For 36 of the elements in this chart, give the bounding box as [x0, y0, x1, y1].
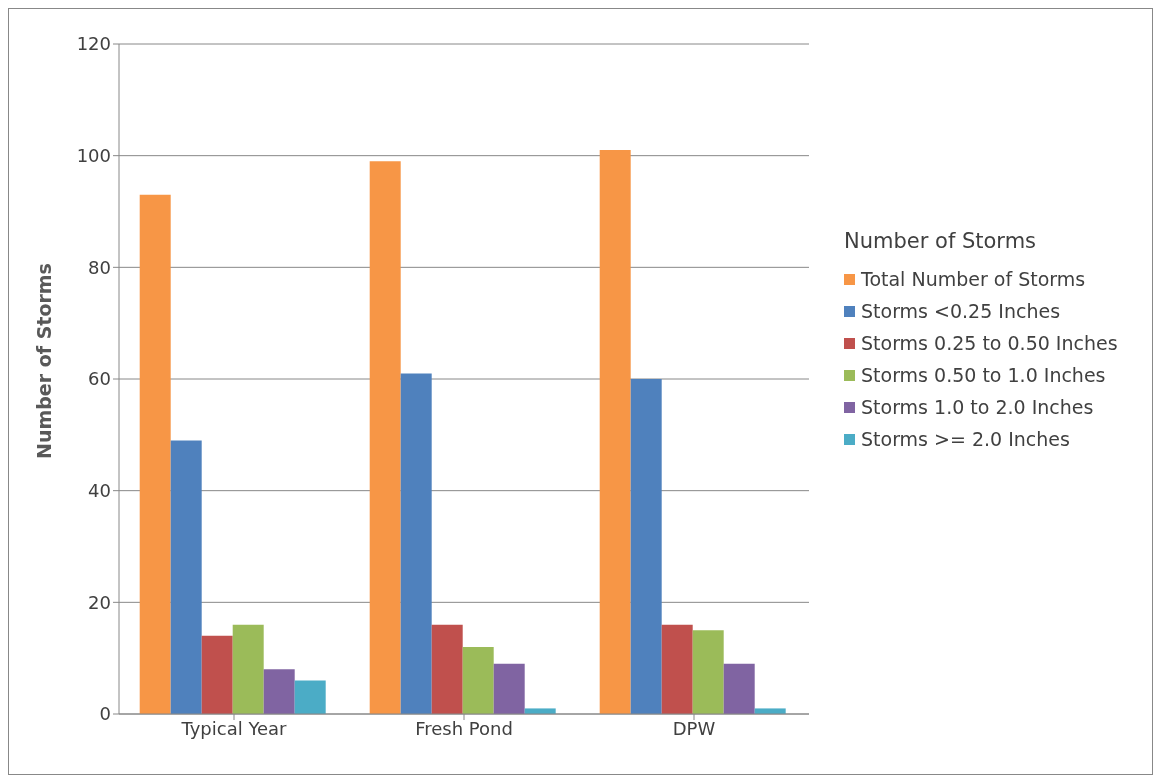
bar [493, 663, 525, 714]
bar [232, 624, 264, 714]
bar [524, 708, 556, 714]
y-tick-label: 100 [76, 145, 111, 167]
y-tick-label: 0 [99, 703, 111, 725]
y-axis-title: Number of Storms [32, 263, 55, 459]
bar [139, 194, 171, 714]
bar [661, 624, 693, 714]
bar [400, 373, 432, 714]
legend-label: Storms 0.50 to 1.0 Inches [860, 363, 1107, 388]
legend-label: Storms 1.0 to 2.0 Inches [860, 395, 1095, 420]
bar [599, 150, 631, 714]
bar [170, 440, 202, 714]
x-tick-label: Fresh Pond [415, 717, 513, 739]
y-tick-label: 60 [88, 368, 111, 390]
bar [462, 647, 494, 714]
bar [754, 708, 786, 714]
bar [431, 624, 463, 714]
legend-label: Total Number of Storms [860, 267, 1087, 292]
bar [692, 630, 724, 714]
bar [263, 669, 295, 714]
x-tick-label: DPW [672, 717, 716, 739]
legend-label: Storms <0.25 Inches [860, 299, 1062, 324]
bar [723, 663, 755, 714]
bar [201, 635, 233, 714]
bar [630, 379, 662, 714]
bar [294, 680, 326, 714]
x-tick-label: Typical Year [180, 717, 288, 739]
y-tick-label: 80 [88, 256, 111, 278]
legend-label: Storms 0.25 to 0.50 Inches [860, 331, 1118, 356]
y-tick-label: 40 [88, 480, 111, 502]
legend-label: Storms >= 2.0 Inches [860, 427, 1071, 452]
y-tick-label: 20 [88, 591, 111, 613]
bar [369, 161, 401, 714]
legend-title: Number of Storms [844, 229, 1038, 253]
y-tick-label: 120 [76, 33, 111, 55]
